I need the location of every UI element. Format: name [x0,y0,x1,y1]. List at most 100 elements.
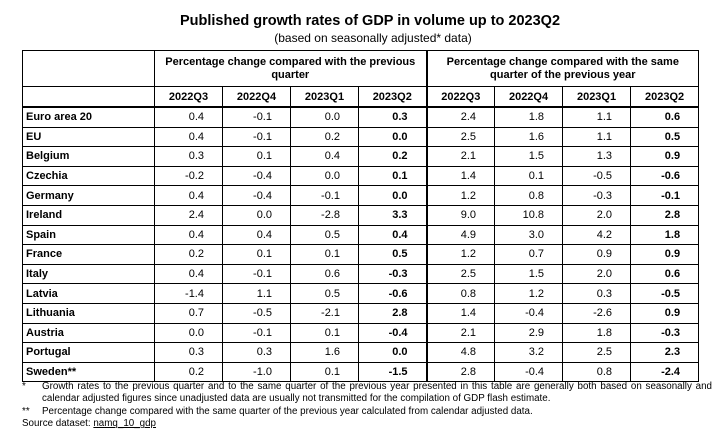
value-cell: 0.0 [357,342,428,363]
value-cell: -0.4 [494,302,564,324]
footnote: * Growth rates to the previous quarter a… [22,381,712,406]
value-cell: 2.4 [154,204,223,226]
country-cell: Euro area 20 [22,106,155,128]
value-cell: -2.8 [290,204,359,226]
value-cell: 0.3 [222,342,291,363]
value-cell: 2.9 [494,322,564,344]
value-cell: -0.6 [357,283,428,304]
value-cell: 0.3 [154,342,223,363]
country-cell: Lithuania [22,302,155,324]
country-cell: Sweden** [22,361,155,383]
value-cell: 2.5 [562,342,632,363]
value-cell: 0.5 [290,224,359,246]
value-cell: 1.6 [290,342,359,363]
table-row: Germany 0.4 -0.4 -0.1 0.0 1.2 0.8 -0.3 -0.1 [22,185,700,206]
value-cell: 2.8 [630,204,700,226]
period-header: 2022Q4 [222,86,291,108]
footnotes: * Growth rates to the previous quarter a… [22,381,712,431]
value-cell: -0.1 [290,185,359,206]
table-row: Ireland 2.4 0.0 -2.8 3.3 9.0 10.8 2.0 2.8 [22,204,700,226]
value-cell: 1.1 [222,283,291,304]
value-cell: 2.3 [630,342,700,363]
value-cell: 1.2 [425,244,496,265]
value-cell: 0.2 [357,146,428,167]
value-cell: 1.4 [425,302,496,324]
value-cell: -1.4 [154,283,223,304]
corner-cell [22,50,155,87]
value-cell: 0.8 [494,185,564,206]
value-cell: 4.2 [562,224,632,246]
period-header: 2022Q3 [425,86,496,108]
table-row: Spain 0.4 0.4 0.5 0.4 4.9 3.0 4.2 1.8 [22,224,700,246]
country-cell: Italy [22,263,155,285]
period-header: 2022Q4 [494,86,564,108]
value-cell: 0.9 [630,244,700,265]
value-cell: 3.3 [357,204,428,226]
value-cell: 0.4 [357,224,428,246]
value-cell: 0.3 [154,146,223,167]
country-cell: Germany [22,185,155,206]
value-cell: 0.6 [290,263,359,285]
value-cell: 2.1 [425,146,496,167]
table-subtitle: (based on seasonally adjusted* data) [274,31,472,45]
value-cell: -0.3 [562,185,632,206]
value-cell: 0.8 [562,361,632,383]
corner-cell [22,86,155,108]
value-cell: 2.8 [425,361,496,383]
value-cell: -0.5 [562,165,632,187]
value-cell: -1.5 [357,361,428,383]
table-row: Italy 0.4 -0.1 0.6 -0.3 2.5 1.5 2.0 0.6 [22,263,700,285]
table-row: Austria 0.0 -0.1 0.1 -0.4 2.1 2.9 1.8 -0.3 [22,322,700,344]
table-row: Lithuania 0.7 -0.5 -2.1 2.8 1.4 -0.4 -2.6 0.9 [22,302,700,324]
value-cell: 1.1 [562,126,632,148]
value-cell: 0.4 [154,126,223,148]
value-cell: 0.2 [154,244,223,265]
value-cell: -0.4 [222,185,291,206]
value-cell: 3.2 [494,342,564,363]
value-cell: 0.4 [222,224,291,246]
value-cell: 10.8 [494,204,564,226]
value-cell: 0.1 [357,165,428,187]
value-cell: -0.4 [222,165,291,187]
value-cell: 1.5 [494,146,564,167]
value-cell: 0.9 [630,302,700,324]
value-cell: -0.1 [222,126,291,148]
header-yoy: Percentage change compared with the same… [425,50,700,87]
value-cell: -0.4 [357,322,428,344]
footnote-text: Percentage change compared with the same… [42,405,533,417]
footnote: ** Percentage change compared with the s… [22,406,712,418]
value-cell: 0.1 [494,165,564,187]
source-line: Source dataset: namq_10_gdp [22,418,712,430]
value-cell: 0.6 [630,263,700,285]
table-row: Czechia -0.2 -0.4 0.0 0.1 1.4 0.1 -0.5 -0.6 [22,165,700,187]
value-cell: 1.5 [494,263,564,285]
group-header-row: Percentage change compared with the prev… [22,50,700,87]
value-cell: 0.7 [494,244,564,265]
value-cell: 2.4 [425,106,496,128]
value-cell: -0.4 [494,361,564,383]
value-cell: -0.2 [154,165,223,187]
source-label: Source dataset: [22,418,91,430]
source-dataset-link[interactable]: namq_10_gdp [93,418,157,430]
value-cell: 0.2 [290,126,359,148]
value-cell: 0.1 [290,361,359,383]
value-cell: 0.4 [154,185,223,206]
table-title: Published growth rates of GDP in volume … [179,13,561,29]
gdp-growth-table: Percentage change compared with the prev… [22,50,700,383]
value-cell: 2.5 [425,263,496,285]
value-cell: 0.1 [222,244,291,265]
period-header: 2023Q2 [357,86,428,108]
value-cell: 1.4 [425,165,496,187]
value-cell: 1.2 [425,185,496,206]
value-cell: 0.0 [290,106,359,128]
value-cell: 0.2 [154,361,223,383]
value-cell: 0.3 [357,106,428,128]
value-cell: 1.8 [630,224,700,246]
value-cell: -1.0 [222,361,291,383]
period-header-row: 2022Q3 2022Q4 2023Q1 2023Q2 2022Q3 2022Q… [22,86,700,108]
value-cell: 9.0 [425,204,496,226]
value-cell: 0.1 [290,322,359,344]
table-row: Sweden** 0.2 -1.0 0.1 -1.5 2.8 -0.4 0.8 -2.4 [22,361,700,383]
period-header: 2023Q1 [290,86,359,108]
value-cell: 0.1 [222,146,291,167]
